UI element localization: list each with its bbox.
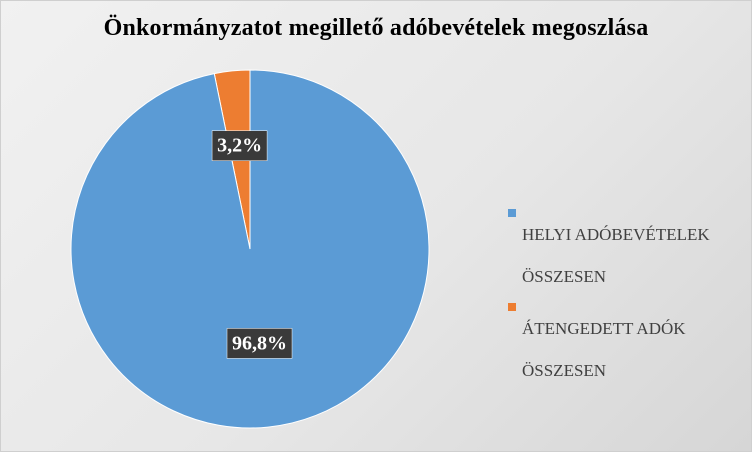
legend-swatch-helyi [508,209,516,217]
chart-title: Önkormányzatot megillető adóbevételek me… [103,15,649,41]
legend-item-atengedett: ÁTENGEDETT ADÓK ÖSSZESEN [508,297,748,381]
legend-label-atengedett-line2: ÖSSZESEN [522,361,607,380]
legend-label-atengedett: ÁTENGEDETT ADÓK ÖSSZESEN [522,297,748,381]
data-label-helyi: 96,8% [226,328,293,359]
legend-label-atengedett-line1: ÁTENGEDETT ADÓK [522,319,686,338]
data-label-atengedett-text: 3,2% [217,135,262,157]
legend-item-helyi: HELYI ADÓBEVÉTELEK ÖSSZESEN [508,203,748,287]
data-label-helyi-text: 96,8% [232,332,287,354]
legend-label-helyi: HELYI ADÓBEVÉTELEK ÖSSZESEN [522,203,748,287]
data-label-helyi-box [226,328,293,359]
legend-label-helyi-line1: HELYI ADÓBEVÉTELEK [522,225,710,244]
data-label-atengedett: 3,2% [211,130,268,161]
legend: HELYI ADÓBEVÉTELEK ÖSSZESEN ÁTENGEDETT A… [508,203,748,391]
pie-slice-helyi [70,69,430,429]
data-label-atengedett-box [211,130,268,161]
legend-swatch-atengedett [508,303,516,311]
legend-label-helyi-line2: ÖSSZESEN [522,267,607,286]
